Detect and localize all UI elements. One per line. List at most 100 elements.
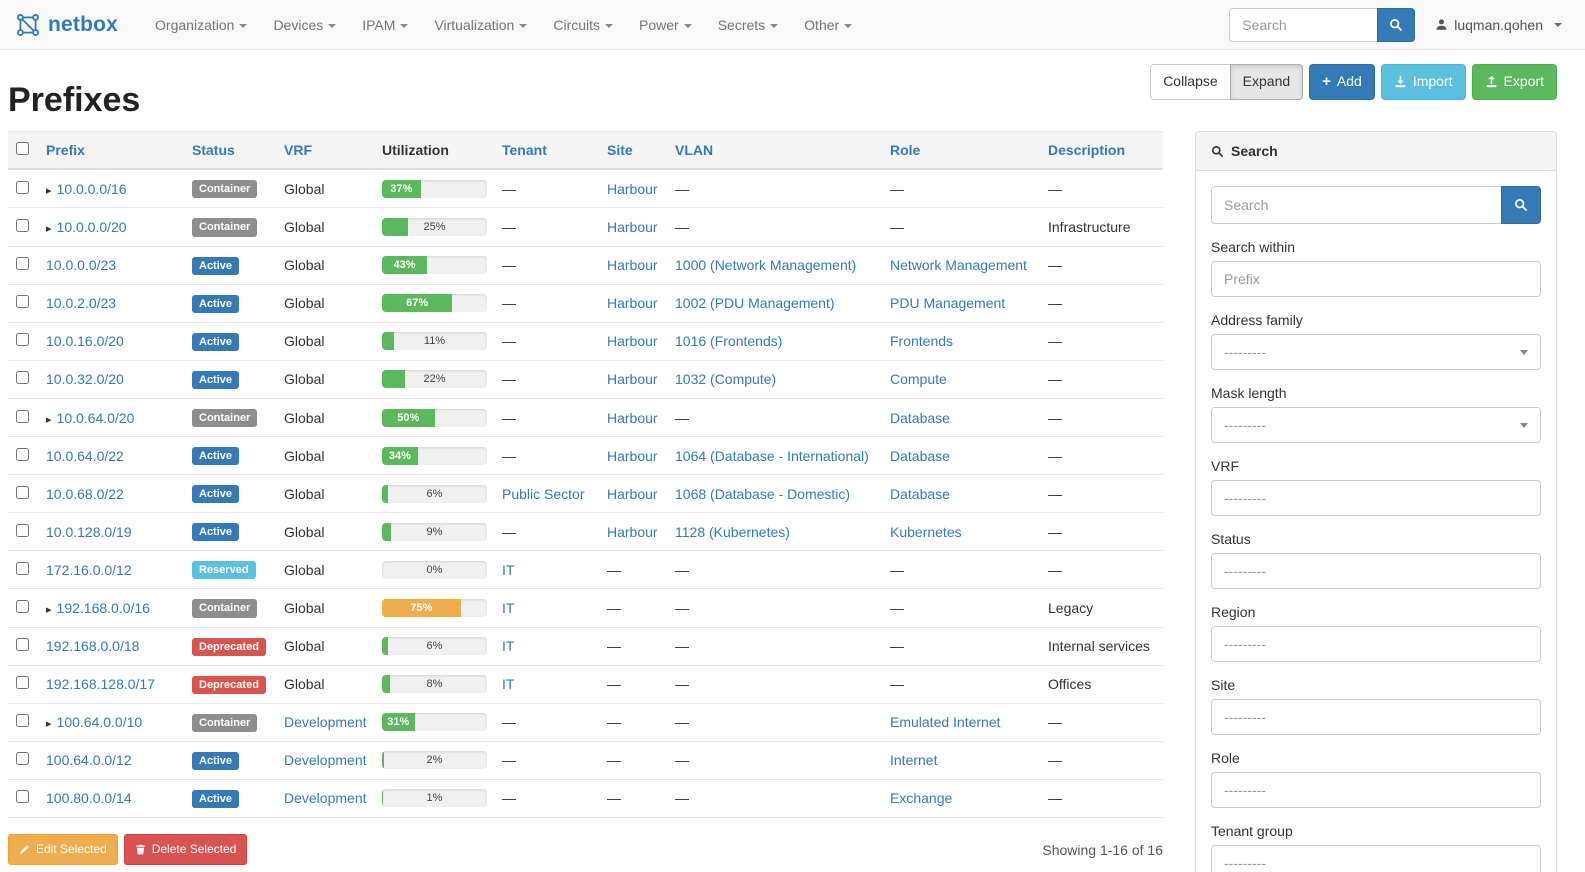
- site-link[interactable]: Harbour: [607, 333, 658, 350]
- filter-input-site[interactable]: [1211, 699, 1541, 736]
- vrf-link[interactable]: Development: [284, 752, 367, 769]
- role-link[interactable]: Database: [890, 409, 950, 426]
- prefix-link[interactable]: 10.0.64.0/22: [46, 447, 124, 464]
- column-sort-link[interactable]: Tenant: [502, 142, 547, 159]
- filter-input-status[interactable]: [1211, 553, 1541, 590]
- role-link[interactable]: Emulated Internet: [890, 714, 1001, 731]
- collapse-button[interactable]: Collapse: [1150, 64, 1231, 100]
- role-link[interactable]: Kubernetes: [890, 523, 962, 540]
- expand-toggle-icon[interactable]: ▸: [46, 718, 52, 731]
- nav-menu-power[interactable]: Power: [626, 2, 705, 48]
- site-link[interactable]: Harbour: [607, 447, 658, 464]
- row-checkbox[interactable]: [16, 257, 29, 271]
- prefix-link[interactable]: 10.0.128.0/19: [46, 523, 132, 540]
- prefix-link[interactable]: 10.0.32.0/20: [46, 371, 124, 388]
- expand-toggle-icon[interactable]: ▸: [46, 413, 52, 426]
- row-checkbox[interactable]: [16, 599, 29, 613]
- prefix-link[interactable]: 192.168.0.0/18: [46, 638, 140, 655]
- role-link[interactable]: Frontends: [890, 333, 954, 350]
- role-link[interactable]: Database: [890, 485, 950, 502]
- expand-toggle-icon[interactable]: ▸: [46, 603, 52, 616]
- row-checkbox[interactable]: [16, 295, 29, 309]
- prefix-link[interactable]: 172.16.0.0/12: [46, 561, 132, 578]
- column-sort-link[interactable]: VLAN: [675, 142, 714, 159]
- expand-button[interactable]: Expand: [1229, 64, 1304, 100]
- sidebar-search-button[interactable]: [1501, 186, 1541, 225]
- nav-menu-virtualization[interactable]: Virtualization: [421, 2, 540, 48]
- vlan-link[interactable]: 1016 (Frontends): [675, 333, 783, 350]
- tenant-link[interactable]: Public Sector: [502, 485, 585, 502]
- vlan-link[interactable]: 1068 (Database - Domestic): [675, 485, 851, 502]
- site-link[interactable]: Harbour: [607, 219, 658, 236]
- edit-selected-button[interactable]: Edit Selected: [8, 833, 118, 866]
- role-link[interactable]: Exchange: [890, 790, 953, 807]
- row-checkbox[interactable]: [16, 790, 29, 804]
- nav-menu-devices[interactable]: Devices: [260, 2, 349, 48]
- row-checkbox[interactable]: [16, 523, 29, 537]
- role-link[interactable]: Network Management: [890, 257, 1027, 274]
- tenant-link[interactable]: IT: [502, 599, 515, 616]
- row-checkbox[interactable]: [16, 561, 29, 575]
- navbar-search-button[interactable]: [1377, 7, 1416, 42]
- prefix-link[interactable]: 10.0.64.0/20: [56, 409, 135, 426]
- site-link[interactable]: Harbour: [607, 295, 658, 312]
- row-checkbox[interactable]: [16, 676, 29, 690]
- row-checkbox[interactable]: [16, 752, 29, 766]
- tenant-link[interactable]: IT: [502, 638, 515, 655]
- delete-selected-button[interactable]: Delete Selected: [123, 833, 248, 866]
- column-sort-link[interactable]: VRF: [284, 142, 312, 159]
- row-checkbox[interactable]: [16, 638, 29, 652]
- nav-menu-other[interactable]: Other: [791, 2, 865, 48]
- site-link[interactable]: Harbour: [607, 485, 658, 502]
- site-link[interactable]: Harbour: [607, 257, 658, 274]
- row-checkbox[interactable]: [16, 485, 29, 499]
- row-checkbox[interactable]: [16, 714, 29, 728]
- prefix-link[interactable]: 100.64.0.0/12: [46, 752, 132, 769]
- filter-select-mask-length[interactable]: ---------: [1211, 407, 1541, 444]
- role-link[interactable]: Compute: [890, 371, 947, 388]
- nav-menu-organization[interactable]: Organization: [142, 2, 260, 48]
- filter-input-search-within[interactable]: [1211, 261, 1541, 298]
- row-checkbox[interactable]: [16, 219, 29, 233]
- prefix-link[interactable]: 10.0.2.0/23: [46, 295, 117, 312]
- brand[interactable]: netbox: [15, 12, 118, 38]
- vlan-link[interactable]: 1000 (Network Management): [675, 257, 857, 274]
- prefix-link[interactable]: 100.64.0.0/10: [56, 714, 143, 731]
- prefix-link[interactable]: 10.0.0.0/20: [56, 219, 127, 236]
- prefix-link[interactable]: 10.0.16.0/20: [46, 333, 124, 350]
- filter-input-role[interactable]: [1211, 772, 1541, 809]
- filter-select-address-family[interactable]: ---------: [1211, 334, 1541, 371]
- nav-menu-ipam[interactable]: IPAM: [349, 2, 421, 48]
- import-button[interactable]: Import: [1380, 64, 1466, 100]
- navbar-search-input[interactable]: [1229, 7, 1378, 42]
- row-checkbox[interactable]: [16, 180, 29, 194]
- prefix-link[interactable]: 192.168.0.0/16: [56, 599, 150, 616]
- vlan-link[interactable]: 1032 (Compute): [675, 371, 777, 388]
- vrf-link[interactable]: Development: [284, 790, 367, 807]
- add-button[interactable]: + Add: [1309, 64, 1375, 100]
- column-sort-link[interactable]: Prefix: [46, 142, 85, 159]
- export-button[interactable]: Export: [1471, 64, 1557, 100]
- filter-input-region[interactable]: [1211, 626, 1541, 663]
- row-checkbox[interactable]: [16, 409, 29, 423]
- site-link[interactable]: Harbour: [607, 371, 658, 388]
- prefix-link[interactable]: 192.168.128.0/17: [46, 676, 155, 693]
- row-checkbox[interactable]: [16, 333, 29, 347]
- vlan-link[interactable]: 1002 (PDU Management): [675, 295, 835, 312]
- prefix-link[interactable]: 100.80.0.0/14: [46, 790, 132, 807]
- expand-toggle-icon[interactable]: ▸: [46, 223, 52, 236]
- select-all-checkbox[interactable]: [16, 142, 29, 156]
- column-sort-link[interactable]: Status: [192, 142, 235, 159]
- prefix-link[interactable]: 10.0.0.0/16: [56, 180, 127, 197]
- expand-toggle-icon[interactable]: ▸: [46, 184, 52, 197]
- column-sort-link[interactable]: Role: [890, 142, 921, 159]
- column-sort-link[interactable]: Description: [1048, 142, 1126, 159]
- tenant-link[interactable]: IT: [502, 561, 515, 578]
- vlan-link[interactable]: 1064 (Database - International): [675, 447, 869, 464]
- nav-menu-secrets[interactable]: Secrets: [705, 2, 791, 48]
- column-sort-link[interactable]: Site: [607, 142, 633, 159]
- role-link[interactable]: Internet: [890, 752, 938, 769]
- row-checkbox[interactable]: [16, 447, 29, 461]
- prefix-link[interactable]: 10.0.0.0/23: [46, 257, 117, 274]
- site-link[interactable]: Harbour: [607, 180, 658, 197]
